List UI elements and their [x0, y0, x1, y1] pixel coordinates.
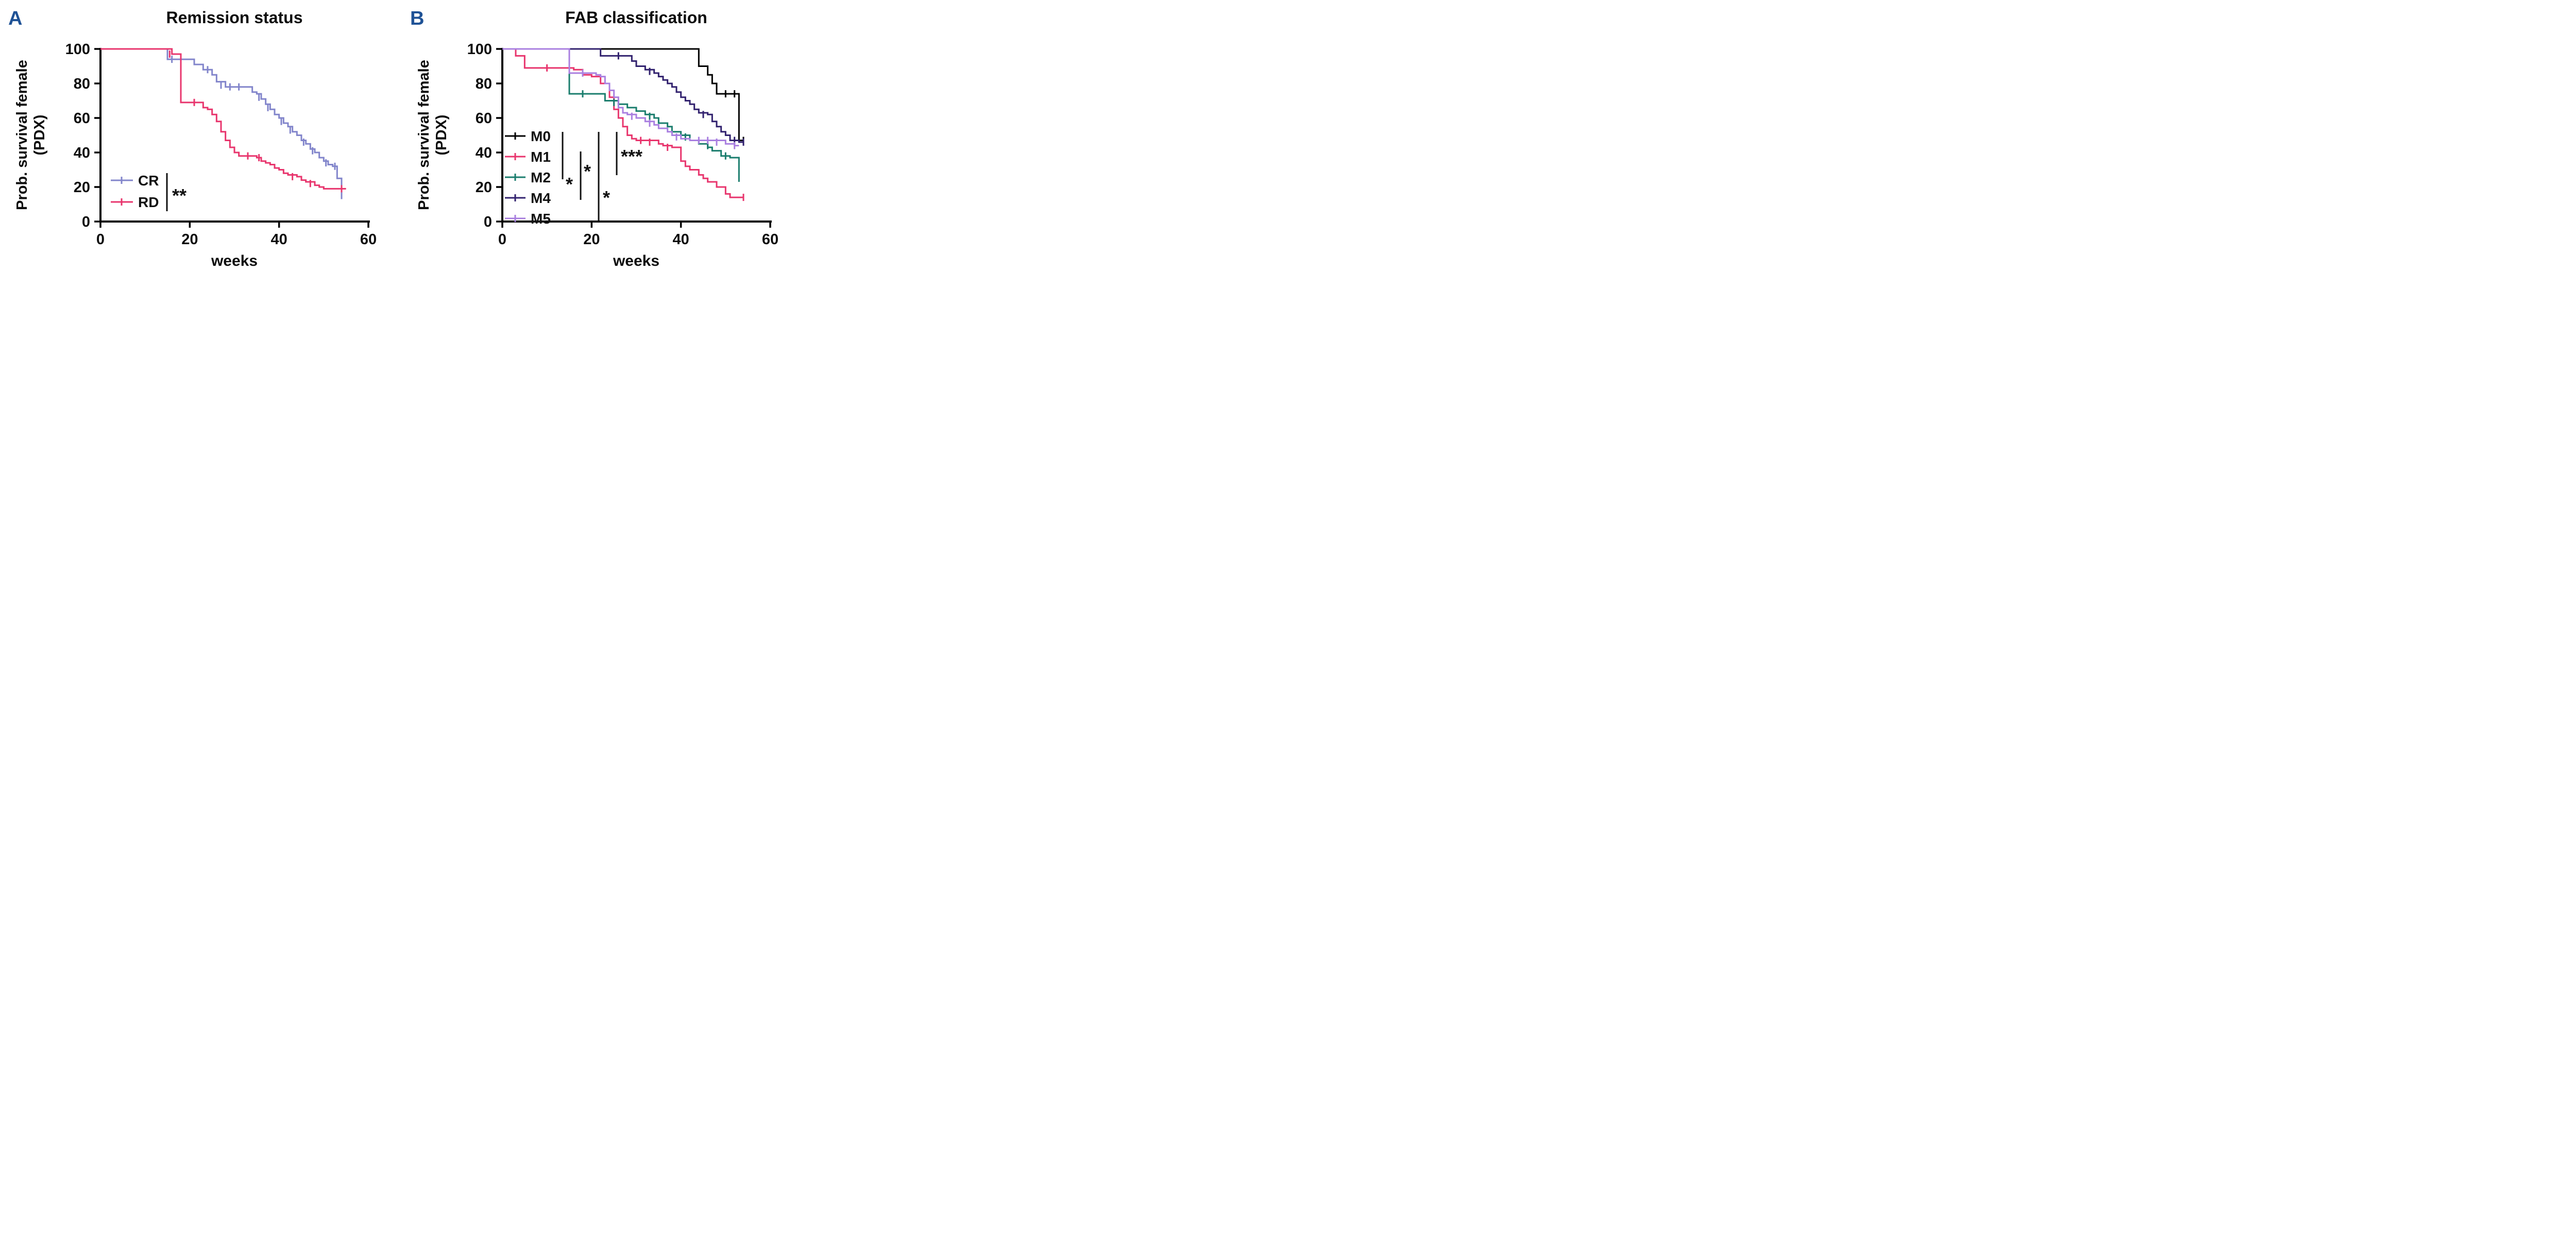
series-M1-curve: [502, 48, 743, 198]
panel-a: A Remission status Prob. survival female…: [0, 0, 402, 281]
plot-area-b: 0 20 40 60 0 20 40 60 80 100: [467, 41, 779, 248]
legend-label-m2: M2: [531, 169, 551, 185]
significance-stars-b2: *: [584, 161, 591, 182]
x-tick-label: 20: [583, 231, 600, 248]
x-tick-label: 0: [96, 231, 105, 248]
series-RD-curve: [100, 48, 346, 190]
x-tick-label: 40: [673, 231, 689, 248]
series-M5-curve: [502, 48, 739, 147]
panel-letter-a: A: [8, 8, 22, 29]
series-M4-curve: [502, 48, 743, 143]
y-tick-label: 20: [476, 179, 492, 196]
y-axis-label-line2-a: (PDX): [31, 115, 48, 156]
significance-stars-b4: ***: [621, 146, 642, 167]
y-axis-label-line1-a: Prob. survival female: [14, 60, 30, 210]
legend-a: CR RD **: [111, 173, 187, 211]
y-tick-label: 100: [467, 41, 492, 58]
legend-label-m1: M1: [531, 149, 551, 165]
legend-b: M0 M1 M2 M4 M5 * * * ***: [505, 128, 642, 227]
x-tick-label: 0: [498, 231, 506, 248]
x-axis-label-b: weeks: [613, 252, 659, 269]
panel-letter-b: B: [410, 8, 424, 29]
significance-stars-a: **: [172, 185, 187, 206]
panel-b: B FAB classification Prob. survival fema…: [402, 0, 804, 281]
x-tick-label: 60: [360, 231, 377, 248]
series-CR-curve: [100, 48, 343, 199]
legend-label-m5: M5: [531, 211, 551, 227]
y-tick-label: 80: [476, 76, 492, 92]
y-axis-label-line2-b: (PDX): [433, 115, 450, 156]
chart-title-a: Remission status: [166, 8, 303, 27]
y-tick-label: 40: [74, 145, 90, 161]
x-axis-label-a: weeks: [211, 252, 258, 269]
y-tick-label: 80: [74, 76, 90, 92]
y-tick-label: 0: [82, 214, 90, 230]
survival-chart-fab-classification: B FAB classification Prob. survival fema…: [410, 8, 779, 269]
legend-label-m4: M4: [531, 190, 551, 206]
x-tick-label: 60: [762, 231, 778, 248]
survival-chart-remission-status: A Remission status Prob. survival female…: [8, 8, 377, 269]
chart-title-b: FAB classification: [565, 8, 707, 27]
y-tick-label: 60: [476, 110, 492, 127]
series-M0-curve: [502, 48, 743, 142]
y-axis-label-line1-b: Prob. survival female: [416, 60, 432, 210]
y-tick-label: 40: [476, 145, 492, 161]
significance-stars-b1: *: [566, 174, 573, 195]
legend-label-rd: RD: [138, 194, 159, 210]
x-tick-label: 20: [181, 231, 198, 248]
significance-stars-b3: *: [603, 187, 610, 208]
plot-area-a: 0 20 40 60 0 20 40 60 80 100: [65, 41, 377, 248]
y-tick-label: 60: [74, 110, 90, 127]
figure-survival-curves: A Remission status Prob. survival female…: [0, 0, 804, 281]
x-tick-label: 40: [271, 231, 287, 248]
legend-label-cr: CR: [138, 173, 159, 189]
legend-label-m0: M0: [531, 128, 551, 144]
y-tick-label: 100: [65, 41, 90, 58]
y-tick-label: 0: [484, 214, 492, 230]
y-tick-label: 20: [74, 179, 90, 196]
